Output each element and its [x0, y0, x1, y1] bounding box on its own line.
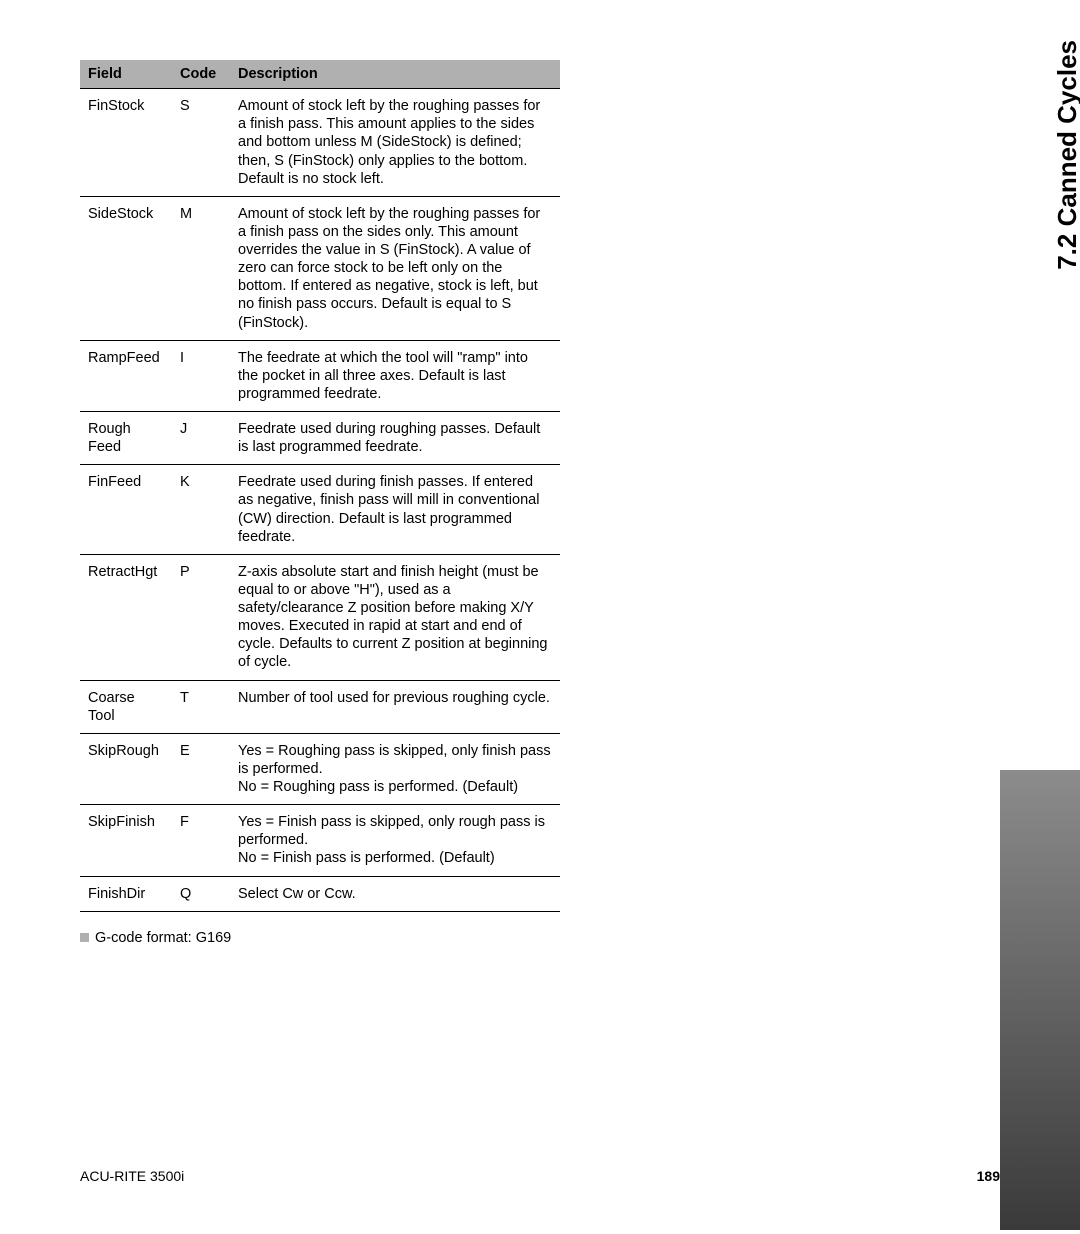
cell-field: Rough Feed — [80, 412, 172, 465]
page-footer: ACU-RITE 3500i 189 — [80, 1168, 1000, 1184]
note-text: G-code format: G169 — [95, 930, 231, 946]
table-row: FinStockSAmount of stock left by the rou… — [80, 89, 560, 197]
cell-field: Coarse Tool — [80, 680, 172, 733]
table-header-row: Field Code Description — [80, 60, 560, 89]
cell-description: Amount of stock left by the roughing pas… — [230, 89, 560, 197]
table-row: FinishDirQSelect Cw or Ccw. — [80, 876, 560, 911]
cell-description: Z-axis absolute start and finish height … — [230, 554, 560, 680]
col-field: Field — [80, 60, 172, 89]
footer-page-number: 189 — [977, 1168, 1000, 1184]
table-row: RampFeedIThe feedrate at which the tool … — [80, 340, 560, 411]
cell-field: SkipFinish — [80, 805, 172, 876]
col-code: Code — [172, 60, 230, 89]
table-row: SkipRoughEYes = Roughing pass is skipped… — [80, 733, 560, 804]
cell-description: Feedrate used during roughing passes. De… — [230, 412, 560, 465]
cell-description: Yes = Finish pass is skipped, only rough… — [230, 805, 560, 876]
cell-code: I — [172, 340, 230, 411]
table-row: SideStockMAmount of stock left by the ro… — [80, 196, 560, 340]
footer-product: ACU-RITE 3500i — [80, 1168, 184, 1184]
gcode-note: G-code format: G169 — [80, 930, 1000, 946]
cell-description: The feedrate at which the tool will "ram… — [230, 340, 560, 411]
cell-description: Yes = Roughing pass is skipped, only fin… — [230, 733, 560, 804]
cell-code: S — [172, 89, 230, 197]
cell-description: Number of tool used for previous roughin… — [230, 680, 560, 733]
table-row: RetractHgtPZ-axis absolute start and fin… — [80, 554, 560, 680]
cell-field: FinFeed — [80, 465, 172, 555]
cell-code: J — [172, 412, 230, 465]
cell-code: K — [172, 465, 230, 555]
page-content: 7.2 Canned Cycles Field Code Description… — [0, 0, 1080, 1234]
cell-code: F — [172, 805, 230, 876]
reference-table: Field Code Description FinStockSAmount o… — [80, 60, 560, 912]
cell-field: RetractHgt — [80, 554, 172, 680]
cell-description: Amount of stock left by the roughing pas… — [230, 196, 560, 340]
cell-field: SideStock — [80, 196, 172, 340]
cell-code: P — [172, 554, 230, 680]
note-bullet-icon — [80, 933, 89, 942]
table-body: FinStockSAmount of stock left by the rou… — [80, 89, 560, 912]
table-row: SkipFinishFYes = Finish pass is skipped,… — [80, 805, 560, 876]
cell-code: M — [172, 196, 230, 340]
table-row: FinFeedKFeedrate used during finish pass… — [80, 465, 560, 555]
col-description: Description — [230, 60, 560, 89]
section-title: 7.2 Canned Cycles — [1052, 40, 1080, 270]
cell-description: Select Cw or Ccw. — [230, 876, 560, 911]
cell-code: T — [172, 680, 230, 733]
table-row: Coarse ToolTNumber of tool used for prev… — [80, 680, 560, 733]
cell-code: E — [172, 733, 230, 804]
side-tab-gradient — [1000, 770, 1080, 1230]
cell-field: SkipRough — [80, 733, 172, 804]
cell-code: Q — [172, 876, 230, 911]
cell-field: RampFeed — [80, 340, 172, 411]
cell-field: FinStock — [80, 89, 172, 197]
table-row: Rough FeedJFeedrate used during roughing… — [80, 412, 560, 465]
cell-description: Feedrate used during finish passes. If e… — [230, 465, 560, 555]
cell-field: FinishDir — [80, 876, 172, 911]
